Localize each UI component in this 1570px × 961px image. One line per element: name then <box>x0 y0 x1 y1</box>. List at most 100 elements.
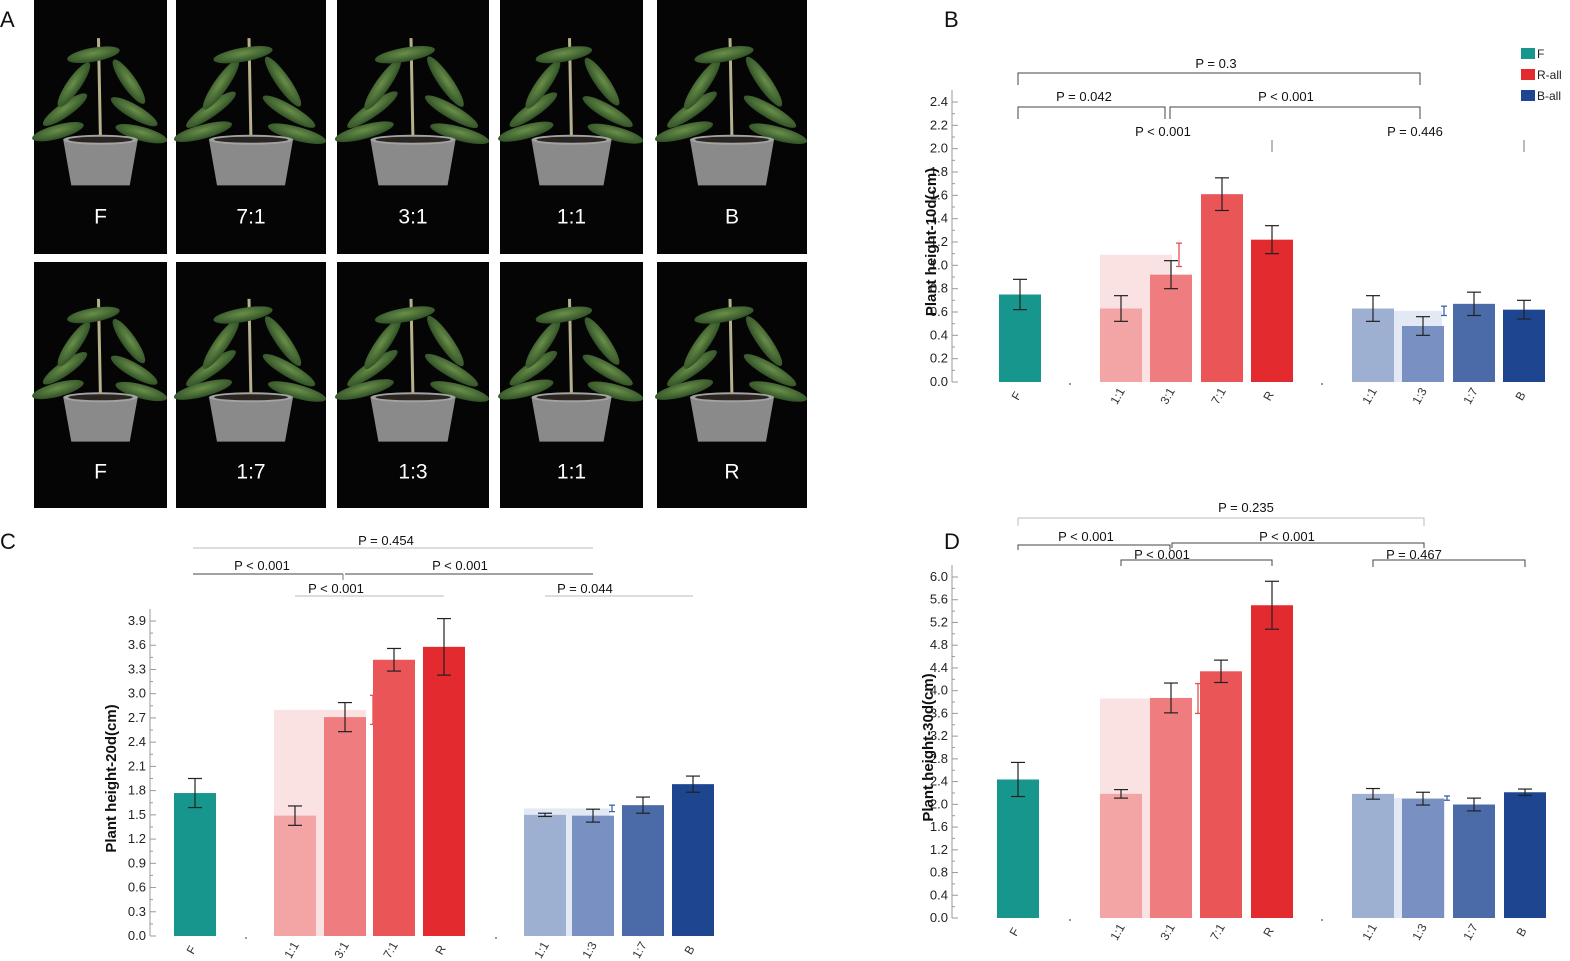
photo-label: 1:1 <box>557 206 586 229</box>
plant-leaf <box>745 56 783 107</box>
x-category-label: R <box>1260 924 1277 939</box>
x-category-label: 7:1 <box>1208 385 1229 407</box>
y-tick-label: 0.0 <box>930 374 948 389</box>
plant-photo-1-3: 3:1 <box>334 0 490 254</box>
plant-photo-1-2: 7:1 <box>173 0 327 254</box>
plant-pot <box>63 397 138 442</box>
plant-leaf <box>584 317 620 365</box>
plant-leaf <box>57 62 91 107</box>
plant-leaf <box>213 306 273 324</box>
plant-leaf <box>582 354 633 386</box>
y-tick-label: 1.2 <box>930 234 948 249</box>
x-category-label: 3:1 <box>1157 385 1178 407</box>
photo-label: 7:1 <box>236 206 265 229</box>
plant-leaf <box>67 306 120 324</box>
plant-leaf <box>57 321 91 367</box>
y-tick-label: 2.4 <box>930 94 948 109</box>
bar-B-8 <box>672 784 714 936</box>
significance-bracket <box>1372 559 1526 567</box>
plant-leaf <box>654 121 714 142</box>
plant-photo-1-5: B <box>654 0 808 254</box>
bar-R-4 <box>1251 605 1293 918</box>
plant-pot <box>690 397 774 442</box>
plant-leaf <box>67 46 120 63</box>
bar-7-1-3 <box>1201 194 1243 382</box>
significance-bracket <box>1171 542 1425 548</box>
plant-leaf <box>525 60 561 109</box>
p-value-label: P < 0.001 <box>234 558 290 573</box>
plant-leaf <box>427 56 464 107</box>
chart-plant-height-10d: 0.0 0.2 0.4 0.6 0.8 1.0 1.2 1.4 1.6 1.8 2.0 2.2 2.4 P… <box>923 47 1562 407</box>
y-tick-label: 0.6 <box>930 304 948 319</box>
plant-pot-soil <box>695 136 769 143</box>
chart-plant-height-30d: 0.0 0.4 0.8 1.2 1.6 2.0 2.4 2.8 3.2 3.6 4.0 4.4 4.8 5… <box>920 500 1546 943</box>
p-value-label: P = 0.235 <box>1218 500 1274 515</box>
y-tick-label: 2.7 <box>128 710 146 725</box>
plant-leaf <box>202 319 240 369</box>
plant-leaf <box>32 379 84 400</box>
plant-leaf <box>509 92 558 128</box>
y-tick-label: 2.8 <box>930 751 948 766</box>
x-category-label: F <box>1007 925 1023 938</box>
plant-photo-grid: F 7:1 3:1 1:1 B F 1:7 1:3 1:1 R <box>32 0 808 508</box>
plant-leaf <box>334 379 394 400</box>
significance-bracket <box>1017 517 1425 526</box>
x-category-label: 1:1 <box>1359 921 1380 943</box>
plant-pot-soil <box>695 394 769 401</box>
plant-pot-soil <box>214 136 288 143</box>
p-value-label: P = 0.454 <box>358 533 414 548</box>
y-tick-label: 2.4 <box>128 734 146 749</box>
y-tick-label: 2.4 <box>930 774 948 789</box>
p-value-label: P < 0.001 <box>1258 89 1314 104</box>
x-category-label: 1:1 <box>1359 385 1380 407</box>
x-category-label: 3:1 <box>331 939 352 961</box>
y-tick-label: 0.6 <box>128 880 146 895</box>
p-value-label: P < 0.001 <box>432 558 488 573</box>
y-tick-label: 1.8 <box>930 164 948 179</box>
y-tick-label: 1.2 <box>128 831 146 846</box>
x-category-label: 1:1 <box>1107 921 1128 943</box>
legend-label-0: F <box>1537 47 1544 61</box>
plant-leaf <box>427 315 464 367</box>
legend-swatch-0 <box>1521 48 1535 59</box>
plant-leaf <box>582 96 633 128</box>
photo-label: 1:7 <box>236 460 265 483</box>
y-tick-label: 4.0 <box>930 683 948 698</box>
significance-bracket <box>1169 106 1421 119</box>
y-tick-label: 5.6 <box>930 592 948 607</box>
p-value-label: P < 0.001 <box>1058 529 1114 544</box>
x-category-label: 1:1 <box>281 939 302 961</box>
x-axis-dot <box>495 937 497 939</box>
p-value-label: P < 0.001 <box>1134 547 1190 562</box>
bar-3-1-2 <box>324 717 366 936</box>
legend-label-2: B-all <box>1537 89 1561 103</box>
p-value-label: P < 0.001 <box>308 581 364 596</box>
y-tick-label: 1.0 <box>930 257 948 272</box>
bar-B-8 <box>1504 792 1546 918</box>
x-category-label: 1:1 <box>1107 385 1128 407</box>
plant-leaf <box>42 351 88 385</box>
panel-label-d: D <box>944 529 960 554</box>
y-tick-label: 3.6 <box>930 705 948 720</box>
plant-leaf <box>334 121 394 143</box>
y-tick-label: 2.2 <box>930 117 948 132</box>
plant-leaf <box>173 121 233 142</box>
panel-label-a: A <box>0 7 15 32</box>
photo-label: F <box>94 460 107 483</box>
plant-leaf <box>32 122 84 142</box>
y-tick-label: 3.9 <box>128 613 146 628</box>
plant-leaf <box>584 57 620 106</box>
plant-leaf <box>364 59 401 110</box>
significance-bracket <box>1017 106 1166 119</box>
plant-leaf <box>430 123 490 145</box>
plant-leaf <box>587 123 644 144</box>
plant-photo-2-2: 1:7 <box>173 262 327 508</box>
y-tick-label: 2.1 <box>128 758 146 773</box>
bar-7-1-3 <box>1200 671 1242 918</box>
legend-label-1: R-all <box>1537 68 1562 82</box>
plant-pot-soil <box>68 394 133 401</box>
plant-pot-soil <box>536 136 607 143</box>
x-category-label: B <box>1513 925 1529 939</box>
legend-swatch-2 <box>1521 90 1535 101</box>
plant-leaf <box>745 316 783 367</box>
